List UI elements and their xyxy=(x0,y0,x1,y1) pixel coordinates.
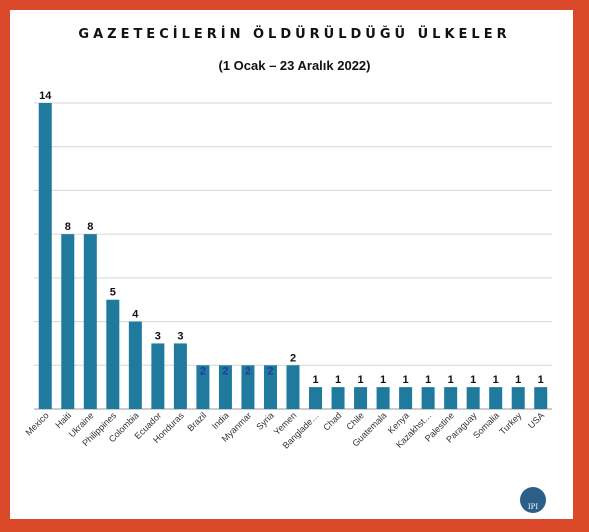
bar xyxy=(196,365,210,409)
chart-frame xyxy=(10,10,573,519)
chart-subtitle: (1 Ocak – 23 Aralık 2022) xyxy=(218,58,371,73)
data-label: 1 xyxy=(380,374,386,386)
data-label: 1 xyxy=(403,374,409,386)
bar xyxy=(286,365,300,409)
bar xyxy=(263,365,277,409)
data-label: 1 xyxy=(538,374,544,386)
data-label: 1 xyxy=(335,374,341,386)
bar xyxy=(309,387,323,409)
data-label: 1 xyxy=(515,374,521,386)
data-label: 3 xyxy=(177,330,183,342)
data-label: 1 xyxy=(358,374,364,386)
data-label: 14 xyxy=(39,90,52,102)
bar xyxy=(421,387,435,409)
bar xyxy=(376,387,390,409)
data-label: 8 xyxy=(87,221,93,233)
bar xyxy=(489,387,503,409)
data-label: 3 xyxy=(155,330,161,342)
bar xyxy=(173,343,187,409)
data-label: 1 xyxy=(425,374,431,386)
data-label: 4 xyxy=(132,309,139,321)
x-tick-label: Mexico xyxy=(23,410,50,437)
data-label: 1 xyxy=(470,374,476,386)
data-label: 1 xyxy=(493,374,499,386)
data-label: 8 xyxy=(65,221,71,233)
bar xyxy=(38,103,52,409)
bar xyxy=(331,387,345,409)
ipi-logo: IPI xyxy=(520,487,546,513)
bar xyxy=(444,387,458,409)
bar xyxy=(399,387,413,409)
data-label: 2 xyxy=(222,365,228,377)
x-tick-label: Chad xyxy=(321,410,343,432)
bar xyxy=(218,365,232,409)
x-tick-label: Brazil xyxy=(185,410,208,433)
bar xyxy=(511,387,525,409)
bar xyxy=(354,387,368,409)
data-label: 2 xyxy=(200,365,206,377)
bar xyxy=(241,365,255,409)
bar xyxy=(61,234,75,409)
bar xyxy=(106,299,120,409)
chart-title: GAZETECİLERİN ÖLDÜRÜLDÜĞÜ ÜLKELER xyxy=(78,27,511,42)
data-label: 1 xyxy=(312,374,318,386)
bar xyxy=(534,387,548,409)
data-label: 1 xyxy=(448,374,454,386)
x-tick-label: USA xyxy=(526,410,546,430)
data-label: 2 xyxy=(290,352,296,364)
x-tick-label: Turkey xyxy=(497,410,524,437)
data-label: 2 xyxy=(267,365,273,377)
x-tick-label: Haiti xyxy=(53,410,73,430)
bar xyxy=(466,387,480,409)
bar xyxy=(151,343,165,409)
bar xyxy=(128,321,142,409)
bar xyxy=(83,234,97,409)
data-label: 2 xyxy=(245,365,251,377)
data-label: 5 xyxy=(110,287,116,299)
